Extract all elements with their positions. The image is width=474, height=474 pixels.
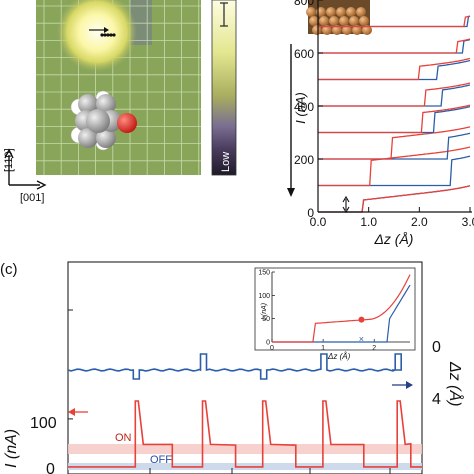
left-y-label: I (nA) [3,429,20,468]
cu-atom [359,16,369,26]
inset-ylabel: I (nA) [261,303,268,320]
cu-atom [352,25,362,35]
cu-atom [339,16,349,26]
cu-atom [329,16,339,26]
cu-atoms [306,7,372,35]
panel-b-xlabel: Δz (Å) [374,231,414,247]
curve-red-0 [318,185,471,213]
curve-red-1 [318,146,471,187]
off-label: OFF [150,454,172,466]
scan-arrow [89,27,116,37]
panel-b-ylabel: I (nA) [293,92,308,124]
tip-glow [57,0,137,72]
curve-blue-6 [318,38,471,54]
inset-blue-marker: × [359,334,364,344]
curve-red-2 [318,126,471,160]
panel-c-frame [67,261,423,474]
left-y-tick-100: 100 [30,415,57,432]
panel-b-y-tick-label: 800 [294,0,314,8]
cu-atom [312,25,322,35]
panel-c-ticks [68,309,391,474]
inset-y-tick-label: 100 [258,293,270,300]
inset-xlabel: Δz (Å) [327,352,351,361]
inset-red-curve [272,274,411,343]
curve-red-5 [318,57,471,81]
panel-b-y-tick-label: 0 [307,206,314,220]
curve-red-6 [318,38,471,54]
curve-blue-3 [318,105,471,134]
panel-b-y-tick-label: 400 [294,100,314,114]
cu-atom [309,16,319,26]
cu-atom [336,7,346,17]
cu-atom [319,16,329,26]
axis-label-110: [110] [3,148,15,172]
right-y-tick-4: 4 [432,391,441,408]
inset-y-tick-label: 50 [262,316,270,323]
cu-atom [326,7,336,17]
panel-c-label: (c) [0,261,18,278]
inset-x-tick-label: 2 [372,345,376,352]
panel-b-curves [318,15,471,213]
panel-b-y-tick-label: 600 [294,47,314,61]
panel-b-x-tick-label: 1.0 [360,215,377,229]
inset-y-tick-label: 150 [258,270,270,277]
curve-red-7 [318,15,471,28]
colorbar: Low [211,0,237,176]
oxygen-atom [117,113,137,133]
approach-arrow [287,44,295,197]
cu-atom [356,7,366,17]
right-y-tick-0: 0 [432,339,441,356]
cu-atom [306,7,316,17]
panel-b-x-tick-label: 0.0 [310,215,327,229]
curve-blue-1 [318,155,471,187]
panel-c: ON OFF 0 4 Δz (Å) 100 0 I (nA) 0 50 100 150… [3,261,465,474]
panel-b: 0 200 400 600 800 0.0 1.0 2.0 3.0 I (nA) Δz (Å) [287,0,474,247]
axis-label-001: [001] [20,192,44,204]
cu-atom [346,7,356,17]
panel-b-x-tick-label: 3.0 [462,215,474,229]
panel-b-axes: 0 200 400 600 800 0.0 1.0 2.0 3.0 I (nA) Δz (Å) [293,0,474,247]
curve-blue-4 [318,84,471,107]
gap-marker [342,195,350,214]
stm-grid [36,0,201,175]
inset-x-tick-label: 0 [270,345,274,352]
on-band [68,444,422,454]
panel-b-x-tick-label: 2.0 [411,215,428,229]
dz-trace [67,353,403,380]
panel-b-y-tick-label: 200 [294,153,314,167]
cu-atom [332,25,342,35]
cu-atom [362,25,372,35]
crystal-axes: [110] [001] [3,148,47,204]
left-y-tick-0: 0 [46,461,55,474]
blue-series-arrow [392,381,413,389]
inset-red-marker [358,316,365,323]
stm-image [36,0,201,175]
inset-y-tick-label: 0 [266,340,270,347]
adsorbed-molecule [70,90,137,151]
inset-chart: 0 50 100 150 0 1 2 × I (nA) Δz (Å) [254,267,416,361]
current-trace [68,400,422,468]
cu-atom [322,25,332,35]
on-label: ON [115,432,132,444]
red-series-arrow [68,408,88,416]
curve-red-4 [318,82,471,107]
cu-atom [349,16,359,26]
inset-x-tick-label: 1 [321,345,325,352]
cu-atom [342,25,352,35]
colorbar-low-label: Low [220,152,232,172]
curve-red-3 [318,104,471,134]
right-y-label: Δz (Å) [446,361,465,407]
